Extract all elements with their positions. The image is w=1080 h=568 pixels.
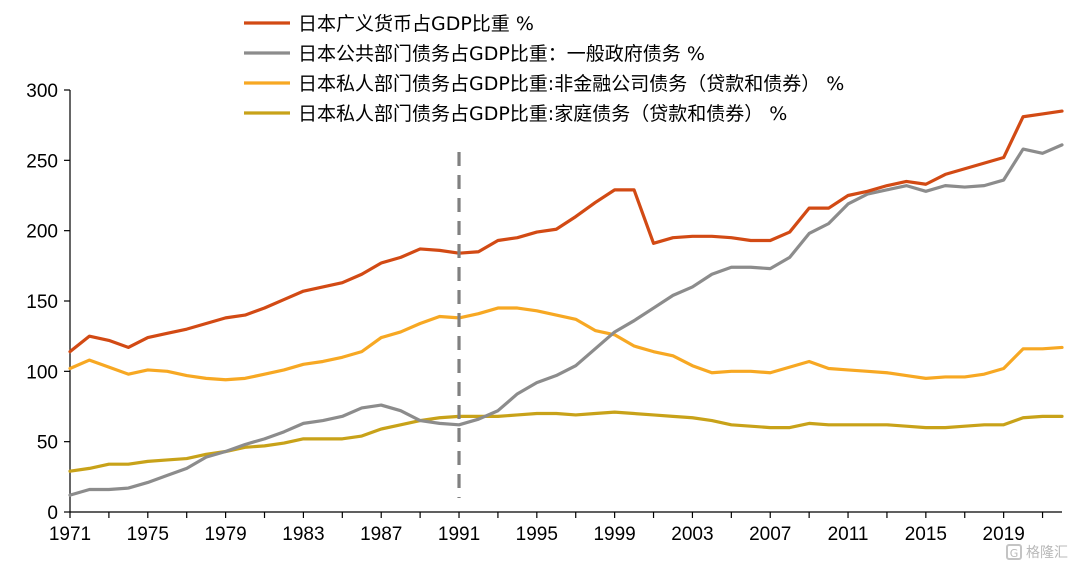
watermark-text: 格隆汇 — [1026, 545, 1068, 561]
x-tick-label: 2003 — [671, 524, 713, 545]
series-line-3 — [68, 306, 1064, 382]
x-tick-label: 1991 — [438, 524, 480, 545]
legend: 日本广义货币占GDP比重 % 日本公共部门债务占GDP比重：一般政府债务 % 日本私… — [244, 13, 844, 125]
series-line-1 — [68, 109, 1064, 354]
x-tick-label: 1975 — [127, 524, 169, 545]
legend-label-2: 日本公共部门债务占GDP比重：一般政府债务 % — [298, 43, 705, 65]
y-tick-label: 300 — [26, 81, 58, 102]
x-tick-label: 1971 — [49, 524, 91, 545]
x-tick-label: 2011 — [828, 524, 869, 545]
y-axis: 0 50 100 150 200 250 300 — [26, 81, 71, 524]
y-tick-label: 100 — [26, 362, 58, 383]
x-tick-label: 2015 — [905, 524, 947, 545]
x-tick-label: 1979 — [204, 524, 246, 545]
series-line-4 — [68, 410, 1064, 473]
x-tick-label: 1983 — [282, 524, 324, 545]
series-line-2 — [68, 143, 1064, 497]
legend-label-4: 日本私人部门债务占GDP比重:家庭债务（贷款和债券） % — [298, 103, 787, 125]
x-tick-label: 1995 — [516, 524, 558, 545]
y-tick-label: 200 — [26, 222, 58, 243]
x-tick-label: 2019 — [983, 524, 1025, 545]
x-tick-label: 1999 — [593, 524, 635, 545]
y-tick-label: 0 — [47, 503, 58, 524]
y-tick-label: 50 — [37, 433, 58, 454]
watermark: G 格隆汇 — [1006, 542, 1068, 562]
legend-label-3: 日本私人部门债务占GDP比重:非金融公司债务（贷款和债券） % — [298, 73, 844, 95]
y-tick-label: 250 — [26, 151, 58, 172]
legend-label-1: 日本广义货币占GDP比重 % — [298, 13, 534, 35]
x-tick-label: 2007 — [749, 524, 791, 545]
series-layer — [68, 109, 1064, 497]
watermark-logo-icon: G — [1006, 544, 1022, 560]
x-axis: 1971 1975 1979 1983 1987 1991 1995 1999 2003 2007… — [49, 511, 1062, 545]
y-tick-label: 150 — [26, 292, 58, 313]
x-tick-label: 1987 — [360, 524, 402, 545]
